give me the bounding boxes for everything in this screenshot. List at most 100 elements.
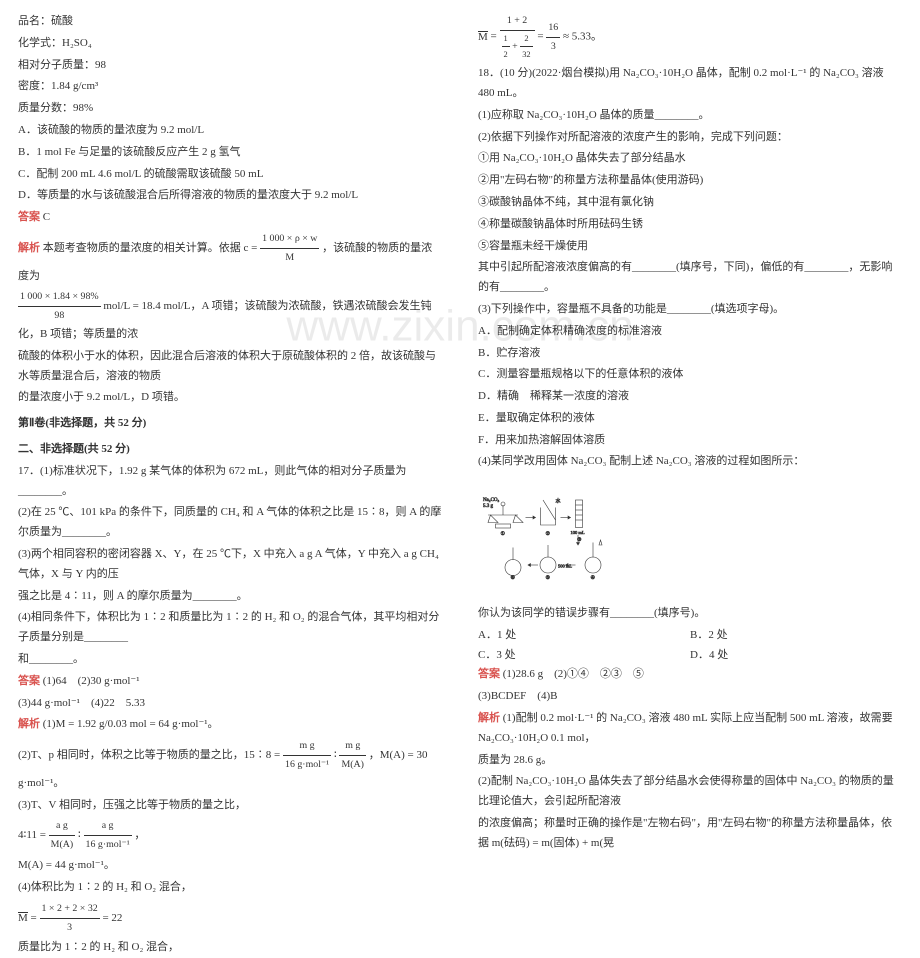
two-column-layout: 品名：硫酸 化学式：H₂SO₄ 相对分子质量：98 密度：1.84 g/cm³ … (0, 0, 920, 651)
r0-tail: ≈ 5.33。 (563, 31, 602, 43)
r0-sf1-d: 2 (502, 47, 510, 62)
label-molmass: 相对分子质量：98 (18, 56, 442, 76)
option-c: C．配制 200 mL 4.6 mol/L 的硫酸需取该硫酸 50 mL (18, 165, 442, 185)
r0-eq1: = (491, 31, 500, 43)
diagram-mass: 5.3 g (483, 504, 494, 509)
q17-answer-line1: 答案 (1)64 (2)30 g·mol⁻¹ (18, 672, 442, 692)
q17-frac-4: 1 × 2 + 2 × 32 3 (40, 900, 100, 937)
label-formula: 化学式：H₂SO₄ (18, 34, 442, 54)
q18-p1: (1)应称取 Na₂CO₃·10H₂O 晶体的质量________。 (478, 106, 902, 126)
q18-opt-b: B．2 处 (690, 626, 902, 646)
svg-text:⑥: ⑥ (511, 575, 516, 581)
q17-part3b: 强之比是 4∶11，则 A 的摩尔质量为________。 (18, 587, 442, 607)
section-2-subtitle: 二、非选择题(共 52 分) (18, 440, 442, 460)
q18-oc: C．测量容量瓶规格以下的任意体积的液体 (478, 365, 902, 385)
q17-part4: (4)相同条件下，体积比为 1∶2 和质量比为 1∶2 的 H₂ 和 O₂ 的混… (18, 608, 442, 648)
q17-answer-1: (1)64 (2)30 g·mol⁻¹ (43, 675, 140, 687)
r0-subfrac2: 2 32 (520, 31, 532, 62)
q18-p3: (3)下列操作中，容量瓶不具备的功能是________(填选项字母)。 (478, 300, 902, 320)
q18-s2: ②用"左码右物"的称量方法称量晶体(使用游码) (478, 171, 902, 191)
q17-f3a-den: M(A) (49, 836, 76, 854)
q17-f4-num: 1 × 2 + 2 × 32 (40, 900, 100, 919)
q17-part2: (2)在 25 ℃、101 kPa 的条件下，同质量的 CH₄ 和 A 气体的体… (18, 503, 442, 543)
q18-ob: B．贮存溶液 (478, 344, 902, 364)
q17-frac-2a: m g 16 g·mol⁻¹ (283, 737, 331, 774)
r0-subfrac1: 1 2 (502, 31, 510, 62)
r0-sf1-n: 1 (502, 31, 510, 47)
q18-s4: ④称量碳酸钠晶体时所用砝码生锈 (478, 215, 902, 235)
r0-frac2: 16 3 (546, 19, 560, 56)
q17-f4-den: 3 (40, 919, 100, 937)
q18-opt-d: D．4 处 (690, 646, 902, 666)
label-density: 密度：1.84 g/cm³ (18, 77, 442, 97)
q18-answer-line2: (3)BCDEF (4)B (478, 687, 902, 707)
label-name: 品名：硫酸 (18, 12, 442, 32)
option-a: A．该硫酸的物质的量浓度为 9.2 mol/L (18, 121, 442, 141)
q17-analysis-4eq: M = 1 × 2 + 2 × 32 3 = 22 (18, 900, 442, 937)
analysis-text-1a: 本题考查物质的量浓度的相关计算。依据 c = (43, 242, 258, 254)
q18-s5: ⑤容量瓶未经干燥使用 (478, 237, 902, 257)
diagram-water: 水 (556, 498, 561, 505)
r0-eq2: = (537, 31, 546, 43)
q17-analysis-4: (4)体积比为 1∶2 的 H₂ 和 O₂ 混合， (18, 878, 442, 898)
q17-part4b: 和________。 (18, 650, 442, 670)
svg-text:①: ① (501, 531, 506, 537)
q18-analysis-2: (2)配制 Na₂CO₃·10H₂O 晶体失去了部分结晶水会使得称量的固体中 N… (478, 772, 902, 812)
q18-s3: ③碳酸钠晶体不纯，其中混有氯化钠 (478, 193, 902, 213)
analysis-line-2: 1 000 × 1.84 × 98% 98 mol/L = 18.4 mol/L… (18, 288, 442, 344)
q17-analysis-1: 解析 (1)M = 1.92 g/0.03 mol = 64 g·mol⁻¹。 (18, 715, 442, 735)
q18-p4: (4)某同学改用固体 Na₂CO₃ 配制上述 Na₂CO₃ 溶液的过程如图所示： (478, 452, 902, 472)
q17-ana-text-1: (1)M = 1.92 g/0.03 mol = 64 g·mol⁻¹。 (43, 718, 219, 730)
q18-analysis-label: 解析 (478, 712, 500, 724)
label-massfrac: 质量分数：98% (18, 99, 442, 119)
q17-f3b-num: a g (84, 817, 132, 836)
eq-sign: = (31, 912, 40, 924)
fraction-2: 1 000 × 1.84 × 98% 98 (18, 288, 101, 325)
r0-f2-num: 16 (546, 19, 560, 38)
q18-opt-c: C．3 处 (478, 646, 690, 666)
q18-oa: A．配制确定体积精确浓度的标准溶液 (478, 322, 902, 342)
q17-frac-2b: m g M(A) (339, 737, 366, 774)
answer-value: C (43, 211, 50, 223)
diagram-na2co3: Na₂CO₃ (483, 498, 500, 503)
q18-stem: 18．(10 分)(2022·烟台模拟)用 Na₂CO₃·10H₂O 晶体，配制… (478, 64, 902, 104)
q18-p4b: 你认为该同学的错误步骤有________(填序号)。 (478, 604, 902, 624)
q17-analysis-label: 解析 (18, 718, 40, 730)
section-2-title: 第Ⅱ卷(非选择题，共 52 分) (18, 414, 442, 434)
mbar-1: M (18, 912, 28, 924)
svg-text:④: ④ (591, 575, 596, 581)
q18-answer-line: 答案 (1)28.6 g (2)①④ ②③ ⑤ (478, 665, 902, 685)
r0-frac: 1 + 2 1 2 + 2 32 (500, 12, 535, 62)
q18-od: D．精确 稀释某一浓度的溶液 (478, 387, 902, 407)
q17-f2a-den: 16 g·mol⁻¹ (283, 756, 331, 774)
analysis-label: 解析 (18, 242, 40, 254)
analysis-line-1: 解析 本题考查物质的量浓度的相关计算。依据 c = 1 000 × ρ × w … (18, 230, 442, 286)
r0-f2-den: 3 (546, 38, 560, 56)
frac1-den: M (260, 249, 319, 267)
diagram-100ml: 100 mL (571, 530, 585, 535)
q17-answer-line2: (3)44 g·mol⁻¹ (4)22 5.33 (18, 694, 442, 714)
frac1-num: 1 000 × ρ × w (260, 230, 319, 249)
svg-text:③: ③ (577, 537, 582, 543)
q18-answer: (1)28.6 g (2)①④ ②③ ⑤ (503, 668, 644, 680)
q17-analysis-3c: M(A) = 44 g·mol⁻¹。 (18, 856, 442, 876)
q17-frac-3a: a g M(A) (49, 817, 76, 854)
option-b: B．1 mol Fe 与足量的该硫酸反应产生 2 g 氢气 (18, 143, 442, 163)
answer-label: 答案 (18, 211, 40, 223)
mbar-2: M (478, 31, 488, 43)
q18-p2: (2)依据下列操作对所配溶液的浓度产生的影响，完成下列问题： (478, 128, 902, 148)
frac2-num: 1 000 × 1.84 × 98% (18, 288, 101, 307)
r0-num: 1 + 2 (500, 12, 535, 31)
r0-sf2-d: 32 (520, 47, 532, 62)
frac2-den: 98 (18, 307, 101, 325)
q17-analysis-2: (2)T、p 相同时，体积之比等于物质的量之比，15∶8 = m g 16 g·… (18, 737, 442, 793)
option-d: D．等质量的水与该硫酸混合后所得溶液的物质的量浓度大于 9.2 mol/L (18, 186, 442, 206)
q17-part3: (3)两个相同容积的密闭容器 X、Y，在 25 ℃下，X 中充入 a g A 气… (18, 545, 442, 585)
q18-answer-label: 答案 (478, 668, 500, 680)
q17-f3a-num: a g (49, 817, 76, 836)
q17-analysis-5: 质量比为 1∶2 的 H₂ 和 O₂ 混合， (18, 938, 442, 958)
svg-text:②: ② (546, 531, 551, 537)
q17-analysis-3b: 4∶11 = a g M(A) ∶ a g 16 g·mol⁻¹ ， (18, 817, 442, 854)
q17-frac-3b: a g 16 g·mol⁻¹ (84, 817, 132, 854)
q17-f3b-den: 16 g·mol⁻¹ (84, 836, 132, 854)
